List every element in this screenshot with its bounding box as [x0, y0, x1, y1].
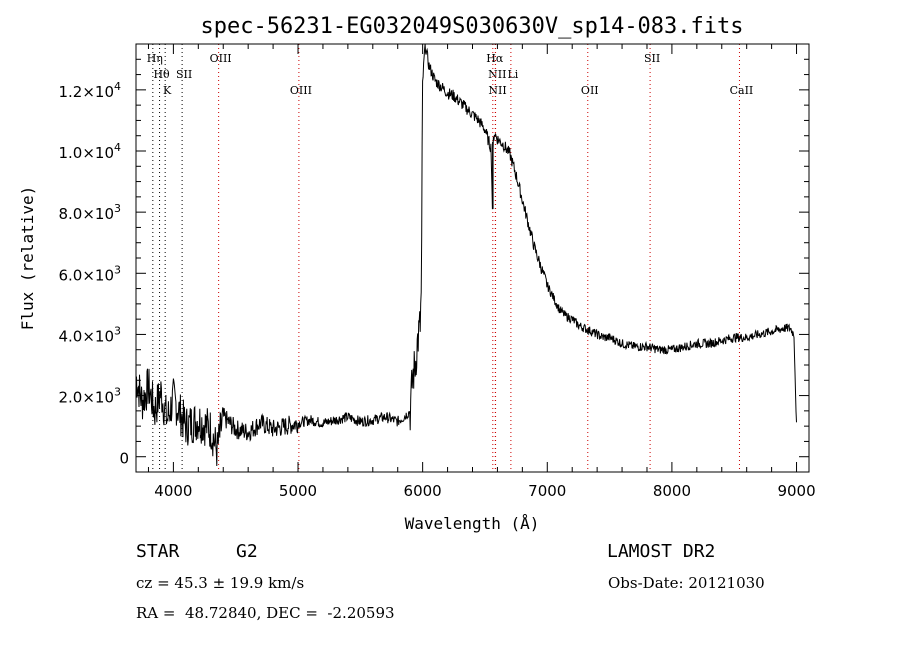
spectral-line-label: CaII: [730, 84, 754, 97]
spectral-line-label: K: [163, 84, 172, 97]
x-tick-label: 6000: [404, 482, 442, 500]
spectral-line-label: Li: [507, 68, 518, 81]
y-axis-label: Flux (relative): [18, 186, 37, 331]
spectral-line-label: OII: [581, 84, 599, 97]
object-type: STAR: [136, 541, 180, 562]
spectral-line-label: Hη: [147, 52, 163, 65]
spectral-line-label: OIII: [210, 52, 232, 65]
spectral-line-label: Hα: [486, 52, 504, 65]
spectral-line-label: SII: [176, 68, 192, 81]
axis-ticks: [136, 44, 809, 472]
axis-tick-labels: 4000 5000 6000 7000 8000 9000 0 2.0×103 4.0×103 6…: [58, 80, 815, 500]
y-tick-label: 2.0×103: [58, 386, 121, 407]
spectrum-line: [135, 43, 797, 467]
y-tick-label: 8.0×103: [58, 202, 121, 223]
y-tick-label: 0: [119, 450, 129, 468]
spectral-line-label: NII: [488, 84, 506, 97]
spectral-line-label: OIII: [290, 84, 312, 97]
x-tick-label: 8000: [653, 482, 691, 500]
redshift-text: cz = 45.3 ± 19.9 km/s: [136, 574, 305, 592]
x-tick-label: 4000: [154, 482, 192, 500]
spectral-line-label: NII: [488, 68, 506, 81]
survey-name: LAMOST DR2: [607, 541, 716, 562]
plot-frame: [135, 43, 810, 473]
object-subclass: G2: [236, 541, 258, 562]
x-tick-label: 5000: [279, 482, 317, 500]
spectrum-chart: spec-56231-EG032049S030630V_sp14-083.fit…: [18, 14, 816, 533]
y-tick-label: 6.0×103: [58, 263, 121, 284]
y-tick-label: 1.0×104: [58, 141, 121, 162]
spectral-line-label: SII: [644, 52, 660, 65]
obs-date: Obs-Date: 20121030: [608, 574, 765, 592]
chart-title: spec-56231-EG032049S030630V_sp14-083.fit…: [200, 14, 743, 39]
x-tick-label: 7000: [528, 482, 566, 500]
x-axis-label: Wavelength (Å): [405, 514, 540, 533]
x-tick-label: 9000: [777, 482, 815, 500]
y-tick-label: 1.2×104: [58, 80, 121, 101]
y-tick-label: 4.0×103: [58, 324, 121, 345]
coordinates: RA = 48.72840, DEC = -2.20593: [136, 604, 395, 622]
spectral-line-label: Hθ: [153, 68, 170, 81]
